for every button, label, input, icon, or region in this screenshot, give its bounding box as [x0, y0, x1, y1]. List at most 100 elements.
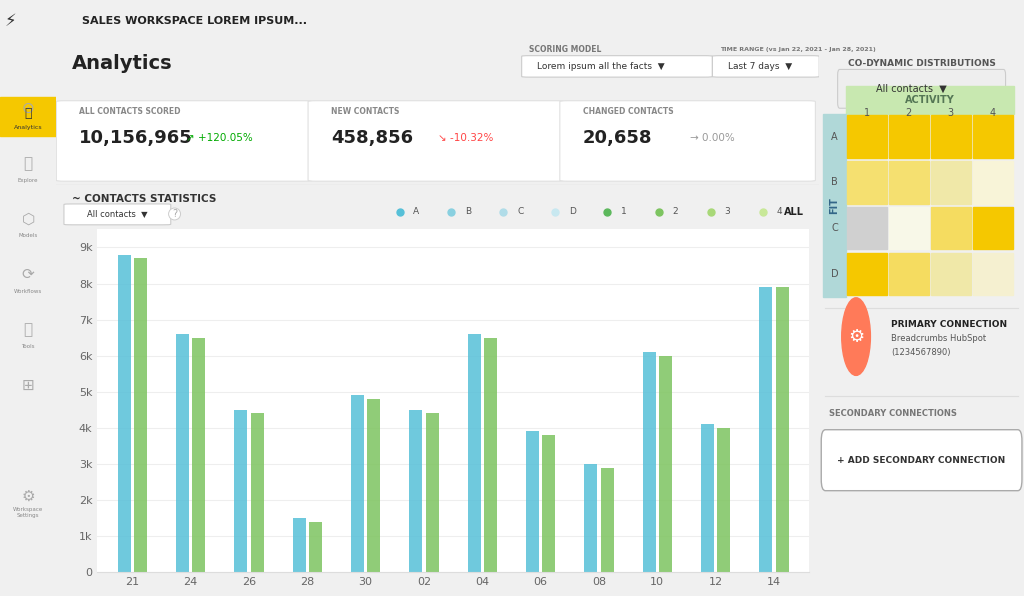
Text: Breadcrumbs HubSpot: Breadcrumbs HubSpot [891, 334, 986, 343]
Bar [426, 414, 438, 572]
Bar [543, 435, 555, 572]
Bar [889, 253, 929, 295]
Text: SECONDARY CONNECTIONS: SECONDARY CONNECTIONS [829, 409, 957, 418]
Text: SALES WORKSPACE LOREM IPSUM...: SALES WORKSPACE LOREM IPSUM... [82, 16, 307, 26]
Text: 4: 4 [990, 108, 995, 118]
Bar [701, 424, 714, 572]
Bar [176, 334, 188, 572]
Text: 3: 3 [948, 108, 953, 118]
Bar [776, 287, 788, 572]
Text: A: A [414, 207, 420, 216]
Bar [484, 338, 497, 572]
FancyBboxPatch shape [56, 101, 312, 181]
Bar [973, 116, 1013, 158]
Text: 10,156,965: 10,156,965 [79, 129, 193, 147]
Text: Workflows: Workflows [14, 288, 42, 294]
Text: TIME RANGE (vs Jan 22, 2021 - Jan 28, 2021): TIME RANGE (vs Jan 22, 2021 - Jan 28, 20… [720, 47, 876, 52]
Text: D: D [569, 207, 575, 216]
Text: Analytics: Analytics [72, 54, 172, 73]
Text: ⊞: ⊞ [22, 378, 35, 393]
Bar [526, 432, 539, 572]
Bar [351, 395, 364, 572]
FancyBboxPatch shape [308, 101, 563, 181]
Text: ALL: ALL [784, 207, 804, 217]
Circle shape [842, 298, 870, 375]
Bar [0, 97, 56, 136]
Text: All contacts  ▼: All contacts ▼ [87, 209, 147, 219]
Text: 2: 2 [905, 108, 912, 118]
Bar [118, 254, 130, 572]
Text: 4: 4 [776, 207, 782, 216]
Text: ?: ? [172, 209, 177, 219]
Text: ~ CONTACTS STATISTICS: ~ CONTACTS STATISTICS [72, 194, 216, 204]
Bar [234, 410, 247, 572]
Text: Lorem ipsum all the facts  ▼: Lorem ipsum all the facts ▼ [537, 62, 665, 71]
Bar [973, 161, 1013, 204]
Text: CHANGED CONTACTS: CHANGED CONTACTS [583, 107, 674, 116]
Text: + ADD SECONDARY CONNECTION: + ADD SECONDARY CONNECTION [838, 456, 1006, 465]
Text: Last 7 days  ▼: Last 7 days ▼ [728, 62, 792, 71]
Text: 📊: 📊 [25, 107, 32, 120]
Text: ⚙: ⚙ [22, 489, 35, 504]
Bar [368, 399, 380, 572]
Text: ⚡: ⚡ [5, 12, 16, 30]
Text: D: D [830, 269, 839, 279]
Bar [847, 116, 887, 158]
Bar [973, 253, 1013, 295]
Bar [823, 114, 846, 297]
Text: CO-DYNAMIC DISTRIBUTIONS: CO-DYNAMIC DISTRIBUTIONS [848, 60, 995, 69]
Bar [847, 207, 887, 249]
Text: Analytics: Analytics [14, 125, 42, 130]
Bar [251, 414, 263, 572]
Bar [847, 253, 887, 295]
FancyBboxPatch shape [521, 55, 713, 77]
Text: 458,856: 458,856 [331, 129, 413, 147]
Bar [659, 356, 672, 572]
Text: (1234567890): (1234567890) [891, 347, 950, 356]
Bar [309, 522, 322, 572]
Text: 3: 3 [725, 207, 730, 216]
Bar [931, 116, 971, 158]
Bar [601, 467, 613, 572]
FancyBboxPatch shape [838, 70, 1006, 108]
Text: 🔍: 🔍 [24, 156, 33, 171]
Bar [846, 86, 1014, 114]
Text: SCORING MODEL: SCORING MODEL [529, 45, 602, 54]
Text: 1: 1 [621, 207, 627, 216]
Text: FIT: FIT [829, 197, 840, 214]
Bar [585, 464, 597, 572]
FancyBboxPatch shape [560, 101, 815, 181]
Bar [889, 116, 929, 158]
FancyBboxPatch shape [713, 55, 819, 77]
Text: C: C [517, 207, 523, 216]
Bar [889, 207, 929, 249]
Text: → 0.00%: → 0.00% [689, 134, 734, 143]
Text: ⬡: ⬡ [22, 212, 35, 226]
Bar [718, 428, 730, 572]
Text: Models: Models [18, 233, 38, 238]
FancyBboxPatch shape [63, 204, 171, 225]
Bar [468, 334, 480, 572]
Text: 2: 2 [673, 207, 678, 216]
Bar [410, 410, 422, 572]
FancyBboxPatch shape [821, 430, 1022, 491]
Text: PRIMARY CONNECTION: PRIMARY CONNECTION [891, 320, 1007, 329]
Text: ⊙: ⊙ [22, 101, 35, 116]
Bar [643, 352, 655, 572]
Bar [760, 287, 772, 572]
Text: Tools: Tools [22, 344, 35, 349]
Bar [134, 258, 146, 572]
Text: B: B [465, 207, 471, 216]
Text: A: A [831, 132, 838, 142]
Bar [889, 161, 929, 204]
Text: ↗ +120.05%: ↗ +120.05% [186, 134, 253, 143]
Bar [931, 253, 971, 295]
Text: 🔧: 🔧 [24, 322, 33, 337]
Text: Workspace
Settings: Workspace Settings [13, 507, 43, 519]
Bar [293, 518, 305, 572]
Bar [193, 338, 205, 572]
Text: C: C [831, 223, 838, 233]
Text: ↘ -10.32%: ↘ -10.32% [438, 134, 494, 143]
Text: Explore: Explore [17, 178, 39, 183]
Text: 20,658: 20,658 [583, 129, 652, 147]
